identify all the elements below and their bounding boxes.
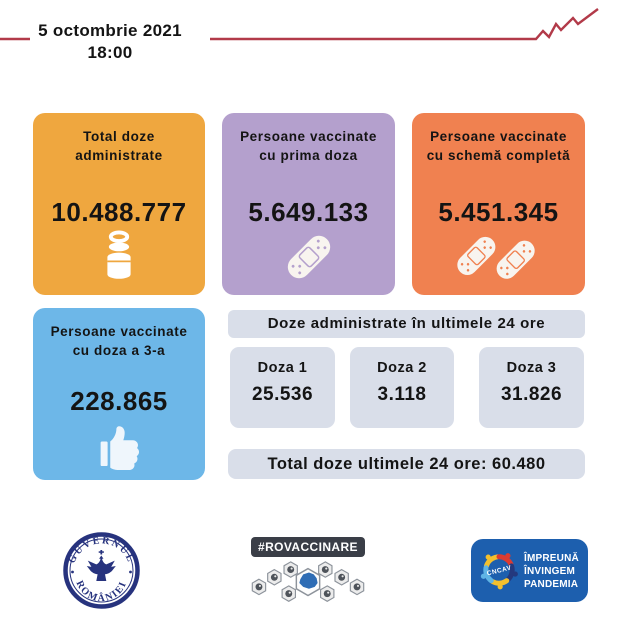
thumbs-up-icon — [100, 426, 140, 470]
bandage-icon — [287, 235, 330, 279]
hexagon-glyphs — [255, 566, 361, 598]
card-title: Persoane vaccinate cu doza a 3-a — [50, 324, 188, 358]
eagle-crest-icon — [86, 550, 116, 581]
cncav-slogan: ÎMPREUNĂ ÎNVINGEM PANDEMIA — [524, 553, 579, 590]
rovaccinare-logo: #ROVACCINARE — [246, 537, 370, 609]
card-value: 228.865 — [70, 386, 168, 416]
dose1-value: 25.536 — [251, 384, 314, 405]
card-value: 5.649.133 — [248, 197, 369, 227]
government-of-romania-logo: GUVERNUL ROMÂNIEI — [63, 532, 140, 609]
card-total-doses: Total doze administrate 10.488.777 — [33, 113, 205, 295]
card-title: Persoane vaccinate cu prima doza — [240, 129, 377, 163]
report-datetime: 5 octombrie 2021 18:00 — [28, 20, 192, 64]
hexagon-cluster-icon — [251, 561, 365, 602]
cncav-logo: CNCAV ÎMPREUNĂ ÎNVINGEM PANDEMIA — [471, 539, 588, 602]
dose3-value: 31.826 — [500, 384, 563, 405]
dose1-label: Doza 1 — [257, 360, 308, 376]
dose2-box: Doza 2 3.118 — [350, 347, 454, 428]
pulse-line-decoration — [0, 8, 599, 41]
banner-last-24h-title: Doze administrate în ultimele 24 ore — [228, 310, 585, 338]
dose3-box: Doza 3 31.826 — [479, 347, 584, 428]
rovaccinare-hashtag-badge: #ROVACCINARE — [251, 537, 365, 557]
dose1-box: Doza 1 25.536 — [230, 347, 335, 428]
card-value: 10.488.777 — [51, 197, 187, 227]
romania-map-icon — [299, 572, 318, 589]
dose2-label: Doza 2 — [377, 360, 427, 376]
report-date: 5 octombrie 2021 — [38, 21, 182, 40]
card-first-dose: Persoane vaccinate cu prima doza 5.649.1… — [222, 113, 395, 295]
dose2-value: 3.118 — [377, 384, 427, 405]
dose3-label: Doza 3 — [506, 360, 557, 376]
card-title: Total doze administrate — [75, 129, 163, 163]
vaccine-vial-icon — [107, 230, 131, 279]
card-third-dose: Persoane vaccinate cu doza a 3-a 228.865 — [33, 308, 205, 480]
banner-total-last-24h: Total doze ultimele 24 ore: 60.480 — [228, 449, 585, 479]
report-time: 18:00 — [87, 43, 133, 62]
card-value: 5.451.345 — [438, 197, 559, 227]
double-bandage-icon — [456, 236, 535, 279]
card-complete-schema: Persoane vaccinate cu schemă completă 5.… — [412, 113, 585, 295]
card-title: Persoane vaccinate cu schemă completă — [426, 129, 571, 163]
